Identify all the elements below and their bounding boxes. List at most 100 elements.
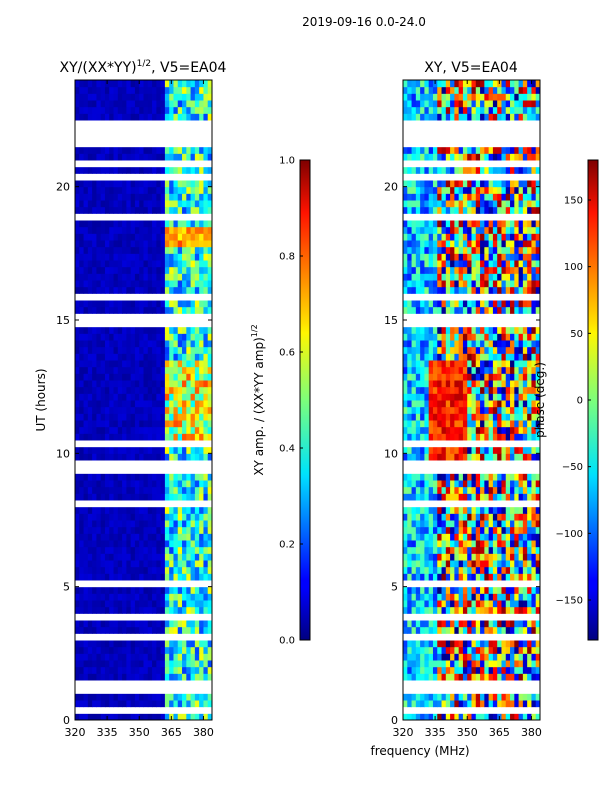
amplitude-cell <box>109 673 114 680</box>
phase-cell <box>506 453 511 460</box>
amplitude-cell <box>182 233 187 240</box>
phase-cell <box>523 267 528 274</box>
phase-cell <box>484 193 489 200</box>
phase-cell <box>416 413 421 420</box>
phase-cell <box>416 593 421 600</box>
amplitude-cell <box>182 393 187 400</box>
amplitude-cell <box>144 407 149 414</box>
phase-cell <box>424 387 429 394</box>
phase-cell <box>467 627 472 634</box>
amplitude-cell <box>75 333 80 340</box>
phase-cell <box>506 427 511 434</box>
phase-cell <box>450 607 455 614</box>
amplitude-cell <box>139 360 144 367</box>
amplitude-cell <box>139 520 144 527</box>
phase-cell <box>480 273 485 280</box>
amplitude-cell <box>148 573 153 580</box>
phase-cell <box>429 547 434 554</box>
phase-cell <box>501 347 506 354</box>
amplitude-cell <box>101 260 106 267</box>
amplitude-cell <box>199 240 204 247</box>
phase-cell <box>446 387 451 394</box>
phase-cell <box>493 167 498 174</box>
amplitude-cell <box>152 433 157 440</box>
amplitude-cell <box>169 587 174 594</box>
amplitude-cell <box>195 547 200 554</box>
amplitude-cell <box>131 347 136 354</box>
amplitude-cell <box>79 180 84 187</box>
amplitude-cell <box>101 547 106 554</box>
phase-cell <box>480 373 485 380</box>
phase-cell <box>497 253 502 260</box>
phase-cell <box>514 713 519 720</box>
phase-cell <box>433 193 438 200</box>
amplitude-cell <box>75 347 80 354</box>
amplitude-cell <box>161 300 166 307</box>
phase-cell <box>429 693 434 700</box>
phase-cell <box>459 533 464 540</box>
amplitude-cell <box>135 673 140 680</box>
amplitude-cell <box>109 273 114 280</box>
phase-cell <box>416 553 421 560</box>
phase-cell <box>493 107 498 114</box>
amplitude-cell <box>88 147 93 154</box>
amplitude-cell <box>186 307 191 314</box>
amplitude-cell <box>75 573 80 580</box>
phase-cell <box>412 513 417 520</box>
phase-cell <box>489 673 494 680</box>
phase-cell <box>476 647 481 654</box>
amplitude-cell <box>169 627 174 634</box>
phase-cell <box>467 280 472 287</box>
phase-cell <box>416 187 421 194</box>
amplitude-cell <box>156 473 161 480</box>
phase-cell <box>519 700 524 707</box>
amplitude-cell <box>92 513 97 520</box>
amplitude-cell <box>191 713 196 720</box>
amplitude-cell <box>88 527 93 534</box>
amplitude-cell <box>144 107 149 114</box>
amplitude-cell <box>169 93 174 100</box>
phase-cell <box>489 640 494 647</box>
phase-cell <box>467 387 472 394</box>
phase-cell <box>510 207 515 214</box>
amplitude-cell <box>169 653 174 660</box>
amplitude-cell <box>186 340 191 347</box>
amplitude-cell <box>173 180 178 187</box>
phase-cell <box>480 253 485 260</box>
phase-cell <box>450 487 455 494</box>
phase-cell <box>467 347 472 354</box>
amplitude-cell <box>156 673 161 680</box>
phase-cell <box>416 247 421 254</box>
amplitude-cell <box>75 560 80 567</box>
amplitude-cell <box>131 553 136 560</box>
phase-cell <box>519 447 524 454</box>
amplitude-cell <box>96 80 101 87</box>
phase-cell <box>519 673 524 680</box>
phase-cell <box>497 627 502 634</box>
amplitude-cell <box>122 553 127 560</box>
amplitude-cell <box>195 653 200 660</box>
phase-cell <box>489 207 494 214</box>
amplitude-cell <box>178 547 183 554</box>
phase-cell <box>506 473 511 480</box>
amplitude-cell <box>92 640 97 647</box>
amplitude-cell <box>199 100 204 107</box>
phase-cell <box>514 700 519 707</box>
amplitude-cell <box>178 260 183 267</box>
phase-cell <box>416 660 421 667</box>
phase-cell <box>493 640 498 647</box>
phase-cell <box>484 367 489 374</box>
phase-cell <box>407 593 412 600</box>
amplitude-cell <box>173 573 178 580</box>
amplitude-cell <box>182 427 187 434</box>
amplitude-cell <box>144 373 149 380</box>
phase-cell <box>489 593 494 600</box>
amplitude-cell <box>191 327 196 334</box>
amplitude-cell <box>156 233 161 240</box>
amplitude-cell <box>118 587 123 594</box>
amplitude-cell <box>131 147 136 154</box>
amplitude-cell <box>105 347 110 354</box>
amplitude-cell <box>161 260 166 267</box>
amplitude-cell <box>84 607 89 614</box>
amplitude-cell <box>173 373 178 380</box>
